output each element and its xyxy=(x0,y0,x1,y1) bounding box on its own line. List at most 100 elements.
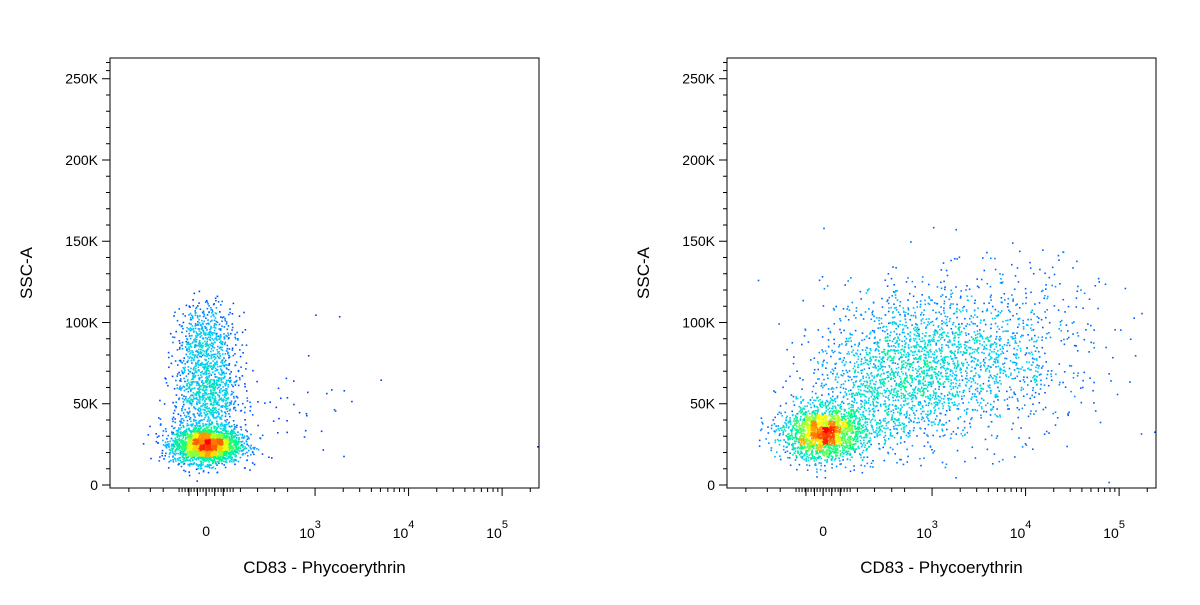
event-point xyxy=(192,299,194,301)
event-point xyxy=(215,312,217,314)
event-point xyxy=(194,293,196,295)
event-point xyxy=(215,445,217,447)
event-point xyxy=(191,435,193,437)
event-point xyxy=(203,383,205,385)
event-point xyxy=(200,410,202,412)
event-point xyxy=(191,463,193,465)
event-point xyxy=(820,406,822,408)
event-point xyxy=(199,464,201,466)
event-point xyxy=(216,376,218,378)
event-point xyxy=(254,464,256,466)
event-point xyxy=(224,452,226,454)
event-point xyxy=(175,459,177,461)
event-point xyxy=(233,436,235,438)
event-point xyxy=(193,414,195,416)
event-point xyxy=(160,418,162,420)
event-point xyxy=(206,389,208,391)
event-point xyxy=(173,432,175,434)
event-point xyxy=(220,365,222,367)
event-point xyxy=(211,368,213,370)
event-point xyxy=(174,405,176,407)
event-point xyxy=(224,373,226,375)
event-point xyxy=(210,419,212,421)
event-point xyxy=(205,423,207,425)
event-point xyxy=(173,461,175,463)
event-point xyxy=(185,471,187,473)
event-point xyxy=(176,439,178,441)
event-point xyxy=(785,441,787,443)
event-point xyxy=(165,428,167,430)
event-point xyxy=(209,467,211,469)
event-point xyxy=(199,439,201,441)
event-point xyxy=(225,364,227,366)
event-point xyxy=(182,432,184,434)
event-point xyxy=(183,401,185,403)
event-point xyxy=(240,457,242,459)
event-point xyxy=(208,393,210,395)
event-point xyxy=(230,433,232,435)
event-point xyxy=(196,307,198,309)
event-point xyxy=(172,452,174,454)
event-point xyxy=(205,317,207,319)
event-point xyxy=(220,388,222,390)
event-point xyxy=(244,419,246,421)
event-point xyxy=(165,453,167,455)
event-point xyxy=(215,463,217,465)
event-point xyxy=(193,359,195,361)
event-point xyxy=(206,394,208,396)
event-point xyxy=(176,449,178,451)
event-point xyxy=(242,441,244,443)
event-point xyxy=(247,400,249,402)
event-point xyxy=(774,456,776,458)
event-point xyxy=(214,456,216,458)
event-point xyxy=(235,400,237,402)
event-point xyxy=(188,382,190,384)
event-point xyxy=(187,342,189,344)
event-point xyxy=(211,459,213,461)
event-point xyxy=(242,445,244,447)
event-point xyxy=(209,424,211,426)
event-point xyxy=(197,362,199,364)
event-point xyxy=(219,428,221,430)
event-point xyxy=(172,418,174,420)
event-point xyxy=(184,315,186,317)
event-point xyxy=(262,435,264,437)
event-point xyxy=(222,363,224,365)
event-point xyxy=(174,418,176,420)
event-point xyxy=(205,437,207,439)
event-point xyxy=(243,312,245,314)
event-point xyxy=(168,445,170,447)
x-tick-label: 103 xyxy=(299,519,321,541)
event-point xyxy=(214,323,216,325)
event-point xyxy=(188,445,190,447)
event-point xyxy=(228,334,230,336)
event-point xyxy=(761,422,763,424)
event-point xyxy=(187,351,189,353)
event-point xyxy=(210,431,212,433)
event-point xyxy=(226,388,228,390)
event-point xyxy=(204,404,206,406)
event-point xyxy=(795,437,797,439)
event-point xyxy=(196,430,198,432)
event-point xyxy=(244,412,246,414)
event-point xyxy=(191,357,193,359)
event-point xyxy=(207,451,209,453)
event-point xyxy=(204,326,206,328)
event-point xyxy=(195,312,197,314)
event-point xyxy=(199,356,201,358)
event-point xyxy=(226,390,228,392)
event-point xyxy=(206,455,208,457)
event-point xyxy=(159,460,161,462)
event-point xyxy=(218,404,220,406)
event-point xyxy=(228,444,230,446)
event-point xyxy=(234,402,236,404)
event-point xyxy=(166,382,168,384)
event-point xyxy=(180,427,182,429)
event-point xyxy=(212,343,214,345)
event-point xyxy=(178,427,180,429)
event-point xyxy=(215,357,217,359)
event-point xyxy=(179,340,181,342)
event-point xyxy=(838,458,840,460)
event-point xyxy=(234,365,236,367)
event-point xyxy=(190,346,192,348)
